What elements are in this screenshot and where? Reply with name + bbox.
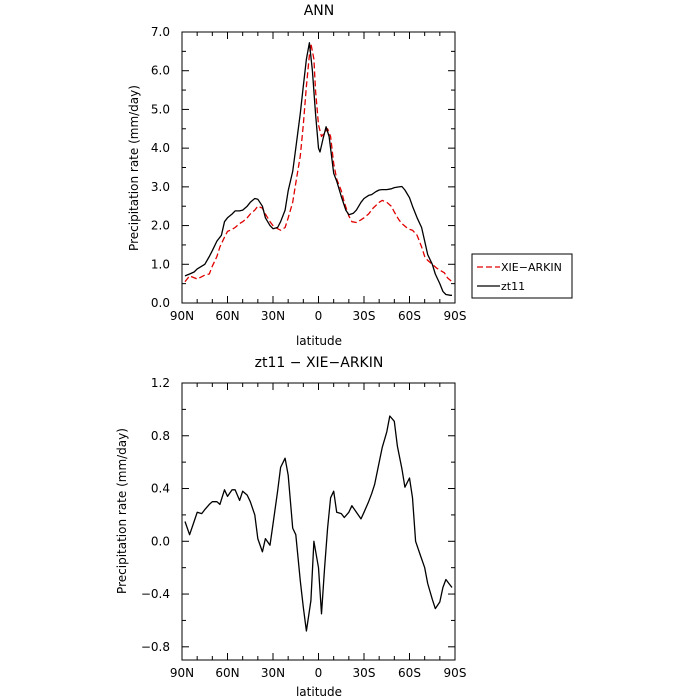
legend-label-xie-arkin: XIE−ARKIN [501,261,562,274]
x-tick-label: 0 [315,309,323,323]
chart-annual-mean: ANN 90N 60N 30N 0 30S 60S 90S 0.0 1.0 2.0 3.0 4.0 5.… [127,3,573,348]
y-axis-label: Precipitation rate (mm/day) [115,428,129,594]
series-lines [184,415,453,632]
plot-frame [181,31,456,304]
chart-difference: zt11 − XIE−ARKIN 90N 60N 30N 0 30S 60S 90S −0.8… [115,355,466,699]
y-tick-label: −0.4 [141,587,170,601]
x-axis-label: latitude [296,685,342,699]
y-tick-label: 1.0 [151,257,170,271]
axes-frame: 90N 60N 30N 0 30S 60S 90S −0.8 −0.4 0.0 0.4 0.8 1.2 [141,376,467,680]
y-tick-label: 0.0 [151,296,170,310]
chart-title: ANN [304,3,335,19]
x-tick-label: 30S [353,309,376,323]
y-axis-label: Precipitation rate (mm/day) [127,85,141,251]
y-tick-label: 0.8 [151,429,170,443]
x-tick-label: 60S [398,309,421,323]
x-tick-label: 90N [170,666,194,680]
x-tick-label: 30N [261,666,285,680]
x-tick-label: 30N [261,309,285,323]
y-tick-label: 0.0 [151,534,170,548]
series-lines [184,42,453,296]
series-line-1 [184,42,452,296]
x-tick-label: 60N [215,666,239,680]
series-line-0 [184,415,453,632]
x-tick-label: 60N [215,309,239,323]
y-tick-label: −0.8 [141,640,170,654]
y-tick-label: 5.0 [151,102,170,116]
x-tick-label: 60S [398,666,421,680]
y-tick-label: 2.0 [151,219,170,233]
axes-frame: 90N 60N 30N 0 30S 60S 90S 0.0 1.0 2.0 3.0 4.0 5.0 6.0… [151,25,467,323]
x-tick-label: 90S [444,309,467,323]
y-tick-label: 7.0 [151,25,170,39]
legend: XIE−ARKIN zt11 [471,253,573,299]
x-axis-label: latitude [296,334,342,348]
y-tick-label: 0.4 [151,482,170,496]
y-tick-label: 4.0 [151,141,170,155]
x-tick-label: 30S [353,666,376,680]
y-tick-label: 1.2 [151,376,170,390]
x-tick-label: 0 [315,666,323,680]
legend-box [471,253,573,299]
y-tick-label: 6.0 [151,64,170,78]
series-line-0 [184,42,453,283]
legend-label-zt11: zt11 [501,280,525,293]
x-tick-label: 90N [170,309,194,323]
x-tick-label: 90S [444,666,467,680]
y-tick-label: 3.0 [151,180,170,194]
chart-title: zt11 − XIE−ARKIN [255,355,384,371]
